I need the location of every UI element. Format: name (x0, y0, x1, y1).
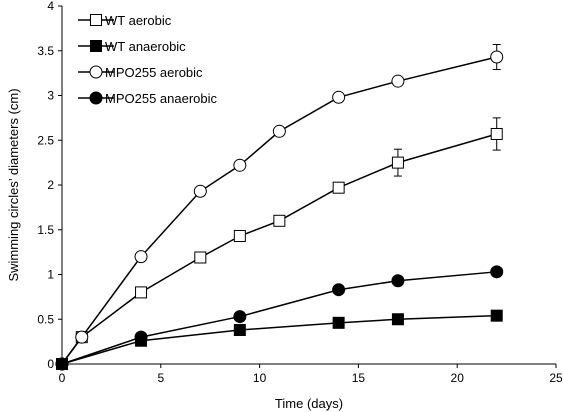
x-tick-label: 5 (157, 371, 164, 385)
series-line (61, 314, 497, 365)
legend-label: WT aerobic (105, 13, 172, 28)
legend-entry: WT aerobic (78, 13, 172, 28)
legend-entry: MPO255 anaerobic (78, 91, 218, 106)
data-point (272, 124, 286, 138)
data-point (233, 158, 247, 172)
x-tick-label: 20 (451, 371, 465, 385)
series-layer (55, 43, 504, 371)
data-point (135, 286, 148, 299)
x-tick-label: 15 (352, 371, 366, 385)
legend: WT aerobic WT anaerobic MPO255 aerobic MPO2… (78, 13, 218, 106)
data-point (233, 323, 246, 336)
legend-label: MPO255 aerobic (105, 65, 203, 80)
data-point (55, 357, 69, 371)
data-point (391, 156, 404, 169)
data-point (391, 74, 405, 88)
y-tick-label: 0.5 (37, 312, 54, 326)
data-point (332, 316, 345, 329)
data-point (134, 250, 148, 264)
legend-marker (90, 40, 102, 52)
data-point (490, 50, 504, 64)
legend-marker (89, 65, 103, 79)
series-1 (56, 309, 503, 370)
x-axis-title: Time (days) (275, 396, 343, 411)
data-point (332, 90, 346, 104)
x-tick-label: 10 (253, 371, 267, 385)
data-point (332, 181, 345, 194)
legend-label: WT anaerobic (105, 39, 186, 54)
x-tick-label: 0 (59, 371, 66, 385)
series-line (61, 133, 497, 365)
data-point (75, 330, 89, 344)
y-tick-label: 3 (47, 89, 54, 103)
data-point (490, 127, 503, 140)
y-tick-label: 2.5 (37, 133, 54, 147)
data-point (233, 310, 247, 324)
series-line (61, 271, 497, 365)
data-point (193, 184, 207, 198)
y-tick-label: 1 (47, 268, 54, 282)
legend-entry: WT anaerobic (78, 39, 186, 54)
x-tick-label: 25 (549, 371, 563, 385)
data-point (233, 230, 246, 243)
data-point (273, 214, 286, 227)
series-3 (55, 265, 504, 371)
legend-marker (90, 14, 102, 26)
y-tick-label: 3.5 (37, 44, 54, 58)
y-tick-label: 0 (47, 357, 54, 371)
y-tick-label: 4 (47, 0, 54, 13)
legend-label: MPO255 anaerobic (105, 91, 218, 106)
y-tick-label: 1.5 (37, 223, 54, 237)
data-point (490, 265, 504, 279)
data-point (134, 330, 148, 344)
y-axis-title: Swimming circles’ diameters (cm) (6, 88, 21, 281)
legend-entry: MPO255 aerobic (78, 65, 203, 80)
series-2 (55, 43, 504, 371)
data-point (194, 251, 207, 264)
axes: 0 0.5 1 1.5 2 2.5 3 3.5 4 0 5 10 15 20 25 (37, 0, 563, 385)
series-0 (56, 117, 503, 370)
data-point (391, 313, 404, 326)
data-point (391, 274, 405, 288)
legend-marker (89, 91, 103, 105)
data-point (490, 309, 503, 322)
y-tick-label: 2 (47, 178, 54, 192)
data-point (332, 283, 346, 297)
